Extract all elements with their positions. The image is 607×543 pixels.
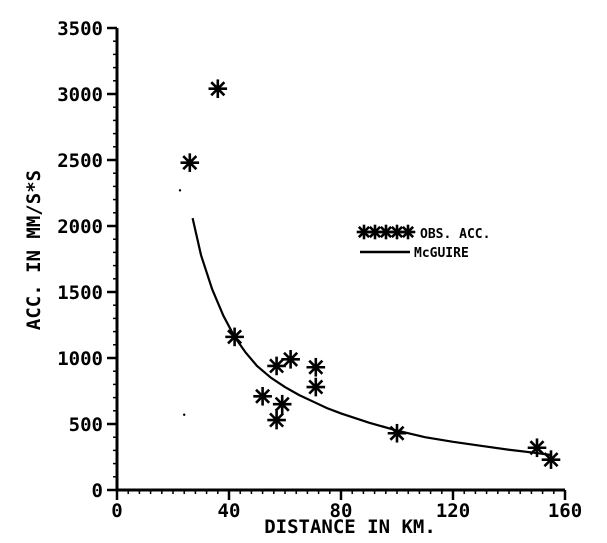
scatter-point [253,386,272,406]
x-tick-label: 80 [330,500,353,522]
x-tick-labels: 0 40 80 120 160 [111,500,582,522]
x-tick-label: 120 [436,500,470,522]
x-tick-label: 40 [218,500,241,522]
series-line-mcguire [191,217,552,457]
legend-asterisk [400,224,416,240]
major-ticks [107,26,567,500]
y-tick-label: 1500 [57,282,103,304]
series-layer [178,79,561,469]
scatter-point [208,79,228,99]
y-tick-label: 2500 [57,150,103,172]
scatter-point [267,410,286,430]
y-tick-label: 2000 [57,216,103,238]
minor-ticks [113,27,566,494]
x-tick-label: 160 [548,500,582,522]
y-tick-label: 0 [92,480,103,502]
y-tick-label: 1000 [57,348,103,370]
stray-dot [183,413,186,416]
y-axis-label: ACC. IN MM/S*S [23,170,45,330]
y-tick-label: 3500 [57,18,103,40]
scatter-point [387,423,407,443]
legend: OBS. ACC. McGUIRE [356,224,490,261]
y-tick-labels: 0 500 1000 1500 2000 2500 3000 3500 [57,18,103,502]
legend-marker-obs [356,224,416,240]
scatter-point [541,450,561,469]
scatter-point [272,394,292,414]
scatter-point [180,153,200,172]
x-axis-label: DISTANCE IN KM. [264,516,436,538]
legend-asterisk [356,224,372,240]
scatter-point [267,356,286,376]
y-tick-label: 3000 [57,84,103,106]
stray-dot [178,189,182,192]
legend-label-mcguire: McGUIRE [414,246,469,261]
y-tick-label: 500 [69,414,103,436]
scatter-point [306,357,326,377]
scatter-point [306,377,326,397]
scatter-point [281,350,300,369]
x-tick-label: 0 [111,500,122,522]
legend-label-obs: OBS. ACC. [420,227,490,242]
